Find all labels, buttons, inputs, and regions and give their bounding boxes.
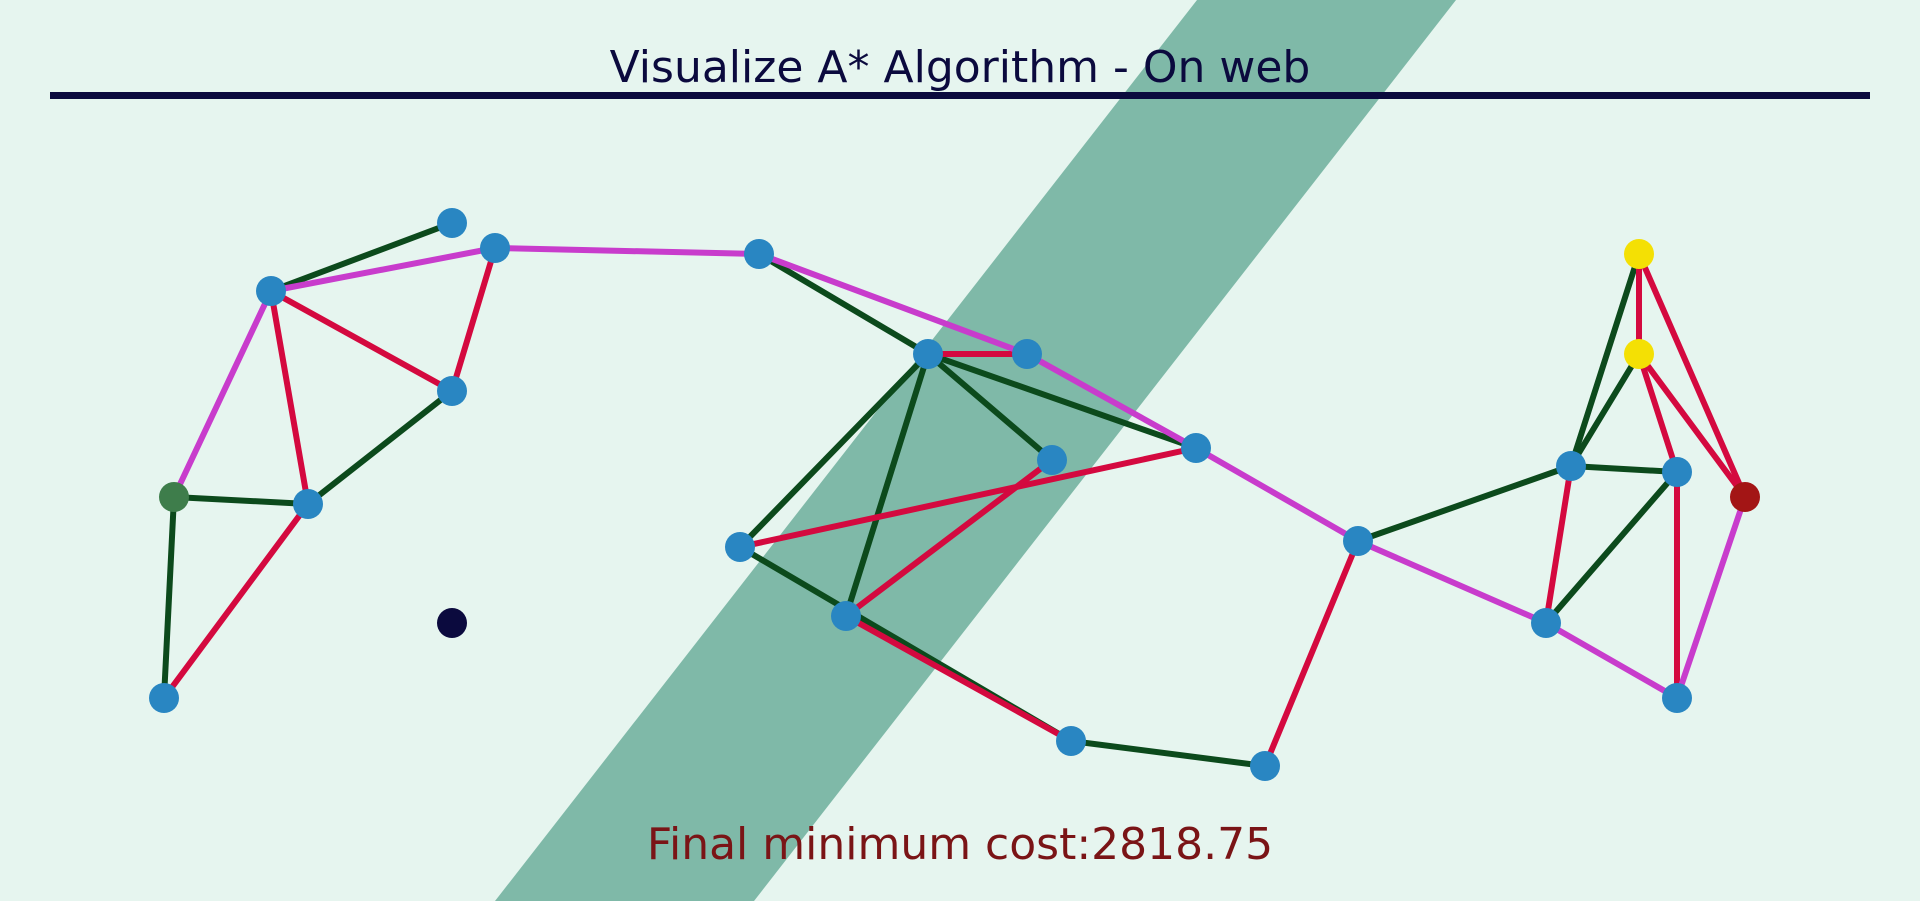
graph-edge-explored [756, 251, 931, 357]
graph-edge-explored [268, 220, 455, 294]
graph-edge-explored [171, 494, 311, 507]
graph-node-default[interactable] [1250, 751, 1280, 781]
graph-edge-path [492, 245, 762, 257]
graph-edge-path [1543, 620, 1680, 701]
graph-node-default[interactable] [1556, 451, 1586, 481]
graph-node-default[interactable] [437, 208, 467, 238]
graph-edge-explored [1543, 469, 1680, 626]
obstacle-band [495, 0, 1456, 901]
graph-node-default[interactable] [913, 339, 943, 369]
graph-node-default[interactable] [256, 276, 286, 306]
graph-node-default[interactable] [1037, 445, 1067, 475]
graph-node-frontier[interactable] [1624, 239, 1654, 269]
nodes-layer [149, 208, 1760, 781]
graph-edge-path [171, 288, 274, 500]
graph-edge-explored [1355, 463, 1574, 544]
graph-edge-explored [161, 494, 177, 701]
graph-edge-path [756, 251, 1030, 357]
graph-node-default[interactable] [1012, 339, 1042, 369]
graph-edge-considered [1636, 251, 1748, 500]
graph-edge-considered [1636, 351, 1680, 475]
graph-node-default[interactable] [744, 239, 774, 269]
graph-edge-considered [1636, 351, 1748, 500]
graph-node-default[interactable] [831, 601, 861, 631]
title-divider [50, 92, 1870, 99]
graph-edge-explored [1568, 251, 1642, 469]
graph-node-default[interactable] [149, 683, 179, 713]
graph-edge-path [1193, 445, 1361, 544]
graph-edge-path [268, 245, 498, 294]
edges-layer [161, 220, 1748, 769]
graph-node-default[interactable] [1181, 433, 1211, 463]
graph-edge-explored [737, 351, 931, 550]
graph-edge-explored [843, 351, 931, 619]
graph-node-default[interactable] [480, 233, 510, 263]
graph-node-default[interactable] [1531, 608, 1561, 638]
graph-node-default[interactable] [1662, 683, 1692, 713]
graph-edge-considered [843, 457, 1055, 619]
graph-edge-explored [1068, 738, 1268, 769]
graph-node-start[interactable] [159, 482, 189, 512]
graph-node-default[interactable] [1343, 526, 1373, 556]
graph-node-default[interactable] [725, 532, 755, 562]
graph-edge-path [1674, 494, 1748, 701]
graph-edge-considered [843, 613, 1074, 744]
graph-node-marker[interactable] [437, 608, 467, 638]
graph-node-default[interactable] [293, 489, 323, 519]
graph-edge-considered [737, 445, 1199, 550]
graph-edge-explored [1568, 463, 1680, 475]
graph-edge-path [1355, 538, 1549, 626]
graph-node-goal[interactable] [1730, 482, 1760, 512]
page-title: Visualize A* Algorithm - On web [609, 42, 1311, 93]
graph-edge-considered [449, 245, 498, 394]
graph-edge-considered [1543, 463, 1574, 626]
graph-edge-considered [161, 501, 311, 701]
graph-edge-explored [925, 351, 1199, 451]
graph-edge-path [1024, 351, 1199, 451]
graph-edge-considered [268, 288, 311, 507]
graph-node-frontier[interactable] [1624, 339, 1654, 369]
graph-node-default[interactable] [1056, 726, 1086, 756]
graph-node-default[interactable] [437, 376, 467, 406]
final-cost-label: Final minimum cost:2818.75 [646, 819, 1274, 870]
graph-edge-explored [1568, 351, 1642, 469]
graph-edge-explored [925, 351, 1055, 463]
graph-node-default[interactable] [1662, 457, 1692, 487]
graph-edge-considered [268, 288, 455, 394]
graph-edge-considered [1262, 538, 1361, 769]
graph-edge-explored [305, 388, 455, 507]
